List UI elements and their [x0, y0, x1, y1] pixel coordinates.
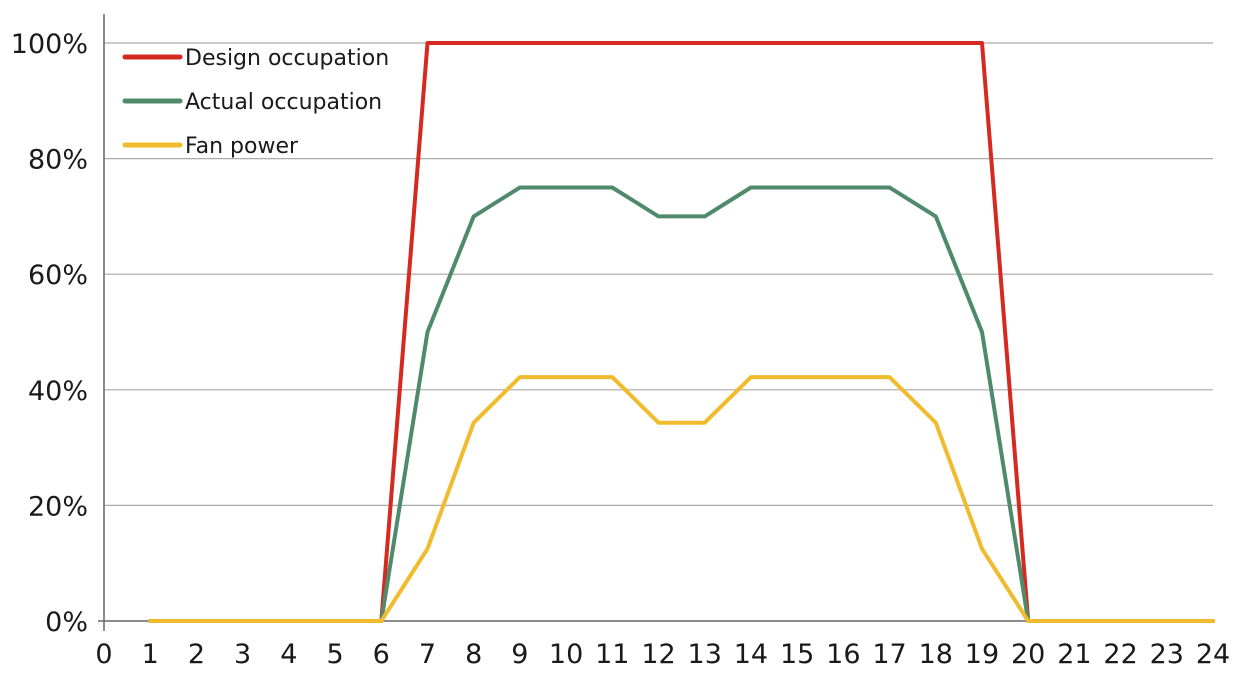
x-tick-label: 19	[965, 639, 999, 670]
x-tick-label: 6	[373, 639, 390, 670]
legend-item-design-occupation: Design occupation	[122, 46, 389, 71]
series-lines	[148, 41, 1215, 623]
series-line-fan-power	[148, 375, 1215, 623]
x-tick-label: 1	[142, 639, 159, 670]
x-tick-label: 9	[511, 639, 528, 670]
legend-item-fan-power: Fan power	[122, 134, 299, 159]
x-tick-label: 20	[1011, 639, 1045, 670]
series-line-design-occupation	[148, 41, 1215, 623]
legend-label: Fan power	[185, 134, 299, 159]
x-tick-label: 0	[95, 639, 112, 670]
y-tick-label: 20%	[28, 491, 88, 522]
x-tick-label: 10	[549, 639, 583, 670]
x-tick-label: 13	[688, 639, 722, 670]
y-tick-label: 100%	[11, 29, 88, 60]
x-tick-label: 21	[1057, 639, 1091, 670]
y-tick-label: 60%	[28, 260, 88, 291]
x-tick-label: 14	[734, 639, 768, 670]
x-tick-label: 15	[780, 639, 814, 670]
x-tick-label: 7	[419, 639, 436, 670]
x-tick-label: 23	[1150, 639, 1184, 670]
x-tick-labels: 0 1 2 3 4 5 6 7 8 9 10 11 12 13 14 15 16 17 18 19 20 21 22 23 24	[95, 639, 1230, 670]
legend: Design occupation Actual occupation Fan …	[122, 46, 389, 159]
x-tick-label: 11	[595, 639, 629, 670]
y-tick-labels: 0% 20% 40% 60% 80% 100%	[11, 29, 88, 638]
y-tick-label: 80%	[28, 145, 88, 176]
y-tick-label: 0%	[45, 607, 88, 638]
legend-item-actual-occupation: Actual occupation	[122, 90, 382, 115]
legend-label: Design occupation	[185, 46, 389, 71]
x-tick-label: 16	[826, 639, 860, 670]
x-tick-label: 5	[326, 639, 343, 670]
x-tick-label: 22	[1103, 639, 1137, 670]
x-tick-label: 4	[280, 639, 297, 670]
x-tick-label: 3	[234, 639, 251, 670]
x-tick-label: 17	[872, 639, 906, 670]
x-tick-label: 12	[641, 639, 675, 670]
y-tick-label: 40%	[28, 376, 88, 407]
x-tick-label: 8	[465, 639, 482, 670]
series-line-actual-occupation	[148, 185, 1215, 623]
x-tick-label: 2	[188, 639, 205, 670]
x-tick-label: 24	[1196, 639, 1230, 670]
legend-label: Actual occupation	[185, 90, 382, 115]
x-tick-label: 18	[919, 639, 953, 670]
